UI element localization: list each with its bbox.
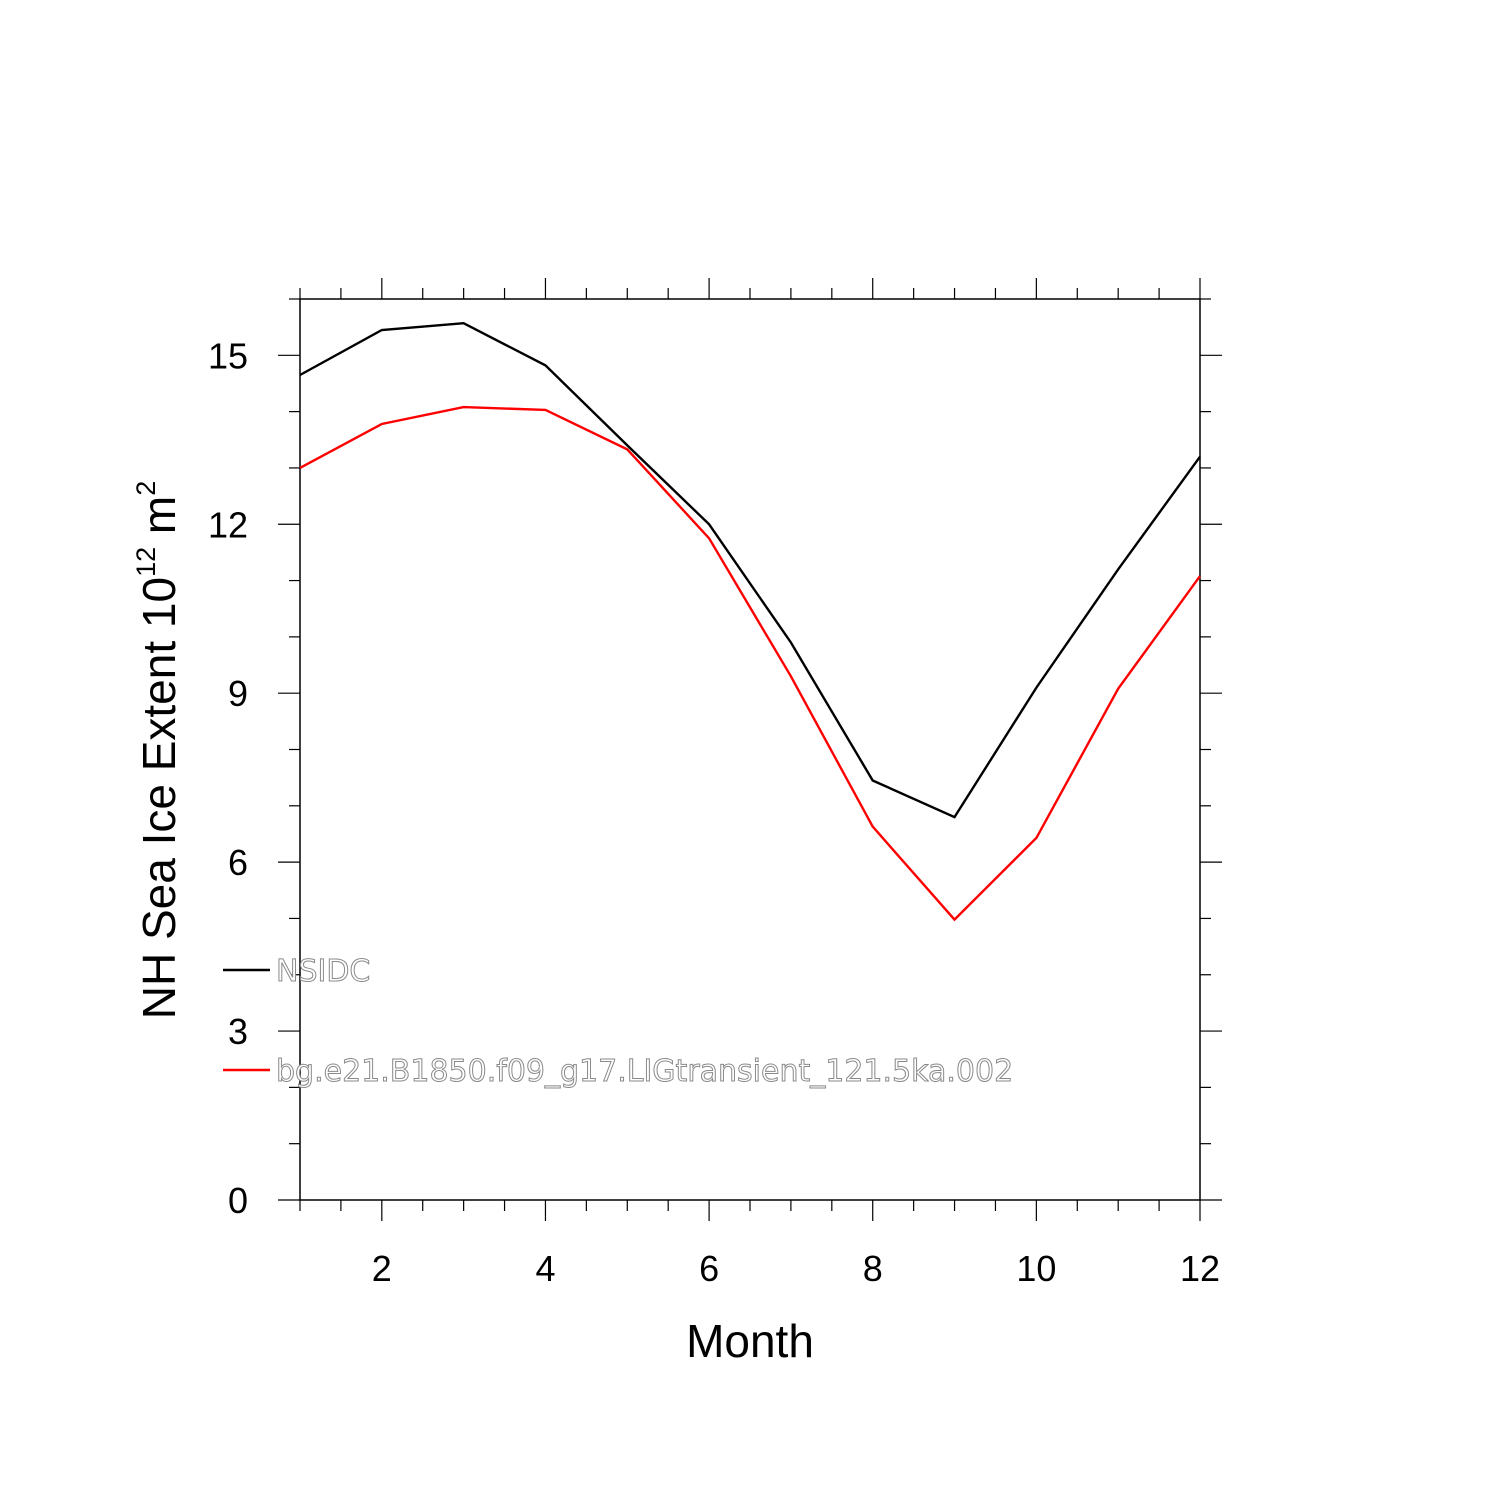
x-tick-label: 4 [535,1248,555,1289]
y-tick-label: 3 [228,1011,248,1052]
y-axis-title-exponent-1: 12 [131,547,161,577]
y-axis-title-unit: m [133,496,185,547]
x-tick-label: 6 [699,1248,719,1289]
x-tick-label: 8 [863,1248,883,1289]
legend: NSIDC bg.e21.B1850.f09_g17.LIGtransient_1… [223,954,1014,1090]
y-tick-label: 12 [208,504,248,545]
x-tick-label: 2 [372,1248,392,1289]
y-axis-title-exponent-2: 2 [131,481,161,496]
y-tick-label: 6 [228,842,248,883]
series-line-1 [299,321,1201,819]
axis-ticks [278,278,1222,1221]
y-tick-label: 9 [228,673,248,714]
legend-label-1: NSIDC [276,954,370,989]
series-lines [299,321,1201,922]
y-axis-title: NH Sea Ice Extent 1012 m2 [131,481,185,1020]
series-line-2 [299,405,1201,922]
x-axis-title: Month [686,1315,814,1367]
y-tick-label: 15 [208,335,248,376]
axis-tick-labels: 2 4 6 8 10 12 0 3 6 9 12 15 [208,335,1220,1289]
legend-label-2: bg.e21.B1850.f09_g17.LIGtransient_121.5k… [276,1054,1013,1089]
y-tick-label: 0 [228,1180,248,1221]
x-tick-label: 12 [1180,1248,1220,1289]
x-tick-label: 10 [1016,1248,1056,1289]
y-axis-title-text: NH Sea Ice Extent 10 [133,577,185,1019]
